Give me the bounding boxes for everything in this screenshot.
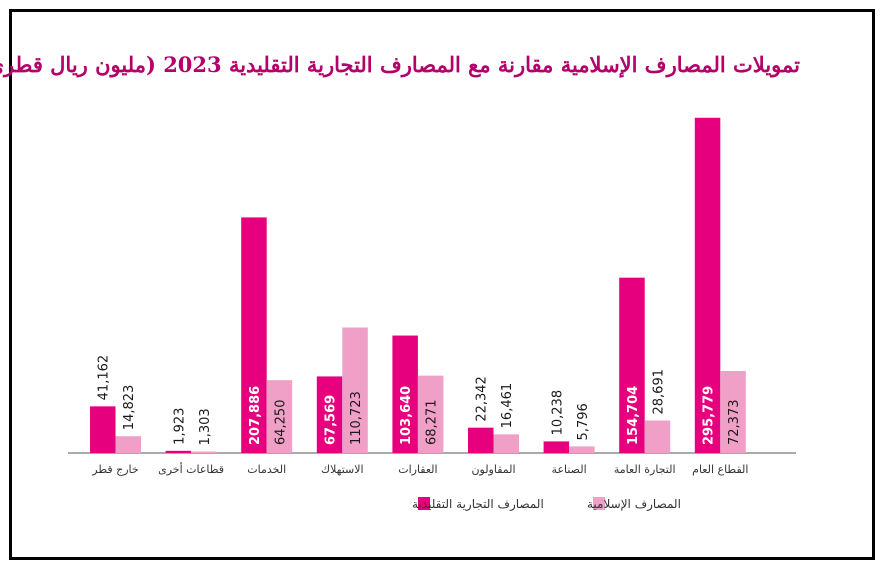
value-label: 28,691 <box>651 369 666 415</box>
bar-conventional <box>543 441 570 453</box>
value-label: 67,569 <box>324 395 339 445</box>
bar-islamic <box>644 420 671 453</box>
legend-label-islamic: المصارف الإسلامية <box>587 497 681 512</box>
category-label: الخدمات <box>247 463 286 476</box>
bar-conventional <box>316 376 343 453</box>
value-label: 10,238 <box>550 390 565 436</box>
bar-conventional <box>165 450 192 453</box>
bar-conventional <box>90 406 116 453</box>
legend-label-conventional: المصارف التجارية التقليدية <box>412 497 544 512</box>
bar-conventional <box>694 117 721 453</box>
bar-conventional <box>468 427 494 453</box>
bar-islamic <box>266 380 293 453</box>
value-label: 41,162 <box>97 355 112 401</box>
bar-islamic <box>342 327 368 453</box>
value-label: 22,342 <box>475 376 490 422</box>
chart-frame <box>9 9 875 560</box>
bar-islamic <box>191 451 217 453</box>
legend-swatch-conventional <box>418 497 430 510</box>
value-label: 72,373 <box>727 400 742 446</box>
value-label: 207,886 <box>248 386 263 445</box>
value-label: 103,640 <box>399 386 414 445</box>
category-label: الاستهلاك <box>321 463 364 476</box>
category-label: التجارة العامة <box>614 463 676 476</box>
value-label: 1,923 <box>172 408 187 445</box>
bar-islamic <box>569 446 595 453</box>
value-label: 64,250 <box>273 400 288 446</box>
value-label: 154,704 <box>626 386 641 445</box>
value-label: 5,796 <box>576 403 591 440</box>
bar-conventional <box>241 217 267 453</box>
bar-islamic <box>720 370 746 453</box>
category-label: خارج قطر <box>91 463 138 476</box>
category-label: العقارات <box>398 463 437 476</box>
value-label: 110,723 <box>349 391 364 445</box>
category-label: المقاولون <box>471 463 515 476</box>
bar-conventional <box>619 277 645 453</box>
value-label: 1,303 <box>198 408 213 445</box>
bar-islamic <box>417 375 444 453</box>
value-label: 68,271 <box>425 400 440 446</box>
legend-swatch-islamic <box>593 497 605 510</box>
bar-islamic <box>115 436 141 453</box>
chart-title: تمويلات المصارف الإسلامية مقارنة مع المص… <box>0 52 800 77</box>
value-label: 14,823 <box>122 385 137 431</box>
category-label: القطاع العام <box>692 463 748 476</box>
bar-islamic <box>493 434 519 453</box>
category-label: الصناعة <box>552 463 587 476</box>
value-label: 295,779 <box>702 386 717 445</box>
category-label: قطاعات أخرى <box>158 462 224 476</box>
bar-conventional <box>392 335 418 453</box>
value-label: 16,461 <box>500 383 515 429</box>
